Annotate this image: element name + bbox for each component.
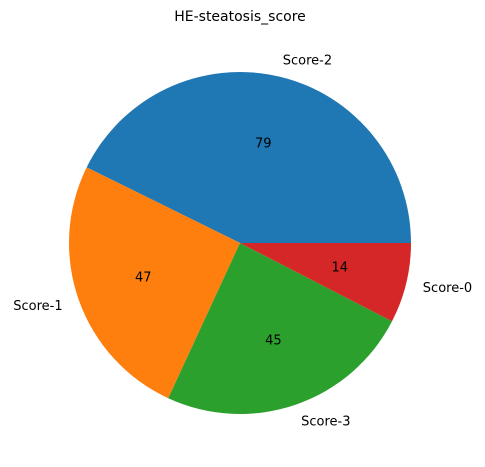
slice-label-score-1: Score-1 [13,299,62,314]
slice-label-score-0: Score-0 [423,281,472,296]
pie-slice-labels: Score-2 Score-1 Score-3 Score-0 [13,53,472,429]
pie-slice-score-0 [240,243,411,322]
pie-value-labels: 79 47 45 14 [135,137,348,349]
slice-value-score-2: 79 [255,137,272,152]
pie-slice-score-2 [86,71,411,244]
slice-value-score-0: 14 [331,261,348,276]
slice-value-score-3: 45 [265,334,282,349]
slice-value-score-1: 47 [135,271,152,286]
pie-slice-score-1 [68,167,240,399]
slice-label-score-2: Score-2 [283,53,332,68]
pie-slices [68,71,411,414]
pie-slice-score-3 [168,243,393,414]
chart-title: HE-steatosis_score [174,9,306,25]
slice-label-score-3: Score-3 [301,414,350,429]
